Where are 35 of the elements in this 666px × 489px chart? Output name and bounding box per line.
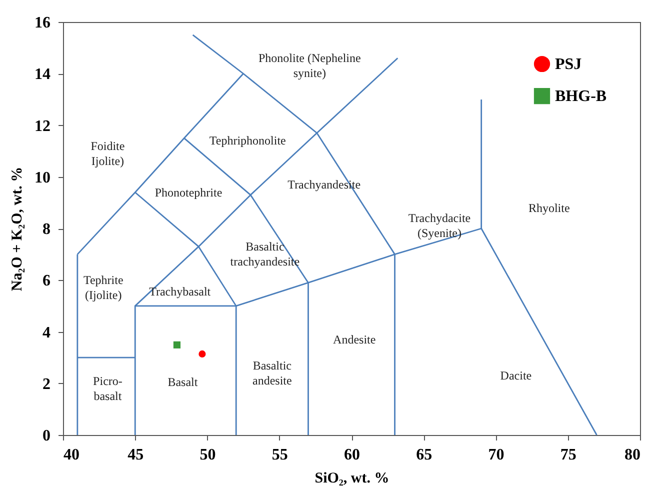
annotation: Trachydacite (Syenite) — [408, 211, 471, 240]
y-tick-label: 14 — [34, 66, 50, 84]
x-tick-label: 50 — [200, 446, 216, 464]
annotation: Rhyolite — [528, 200, 570, 215]
y-axis-title: Na₂O + K₂O, wt. % — [10, 166, 26, 292]
legend-label: BHG-B — [555, 88, 607, 105]
x-tick-label: 75 — [560, 446, 576, 464]
x-tick-label: 65 — [416, 446, 432, 464]
annotation: Trachybasalt — [149, 284, 212, 299]
annotation: Tephriphonolite — [209, 134, 286, 148]
x-tick-label: 45 — [128, 446, 144, 464]
y-tick-label: 6 — [42, 272, 50, 290]
x-tick-label: 60 — [344, 446, 360, 464]
x-tick-label: 55 — [272, 446, 288, 464]
x-tick-label: 80 — [624, 446, 640, 464]
y-tick-label: 2 — [42, 376, 50, 393]
y-tick-label: 10 — [34, 169, 50, 186]
annotation: Andesite — [333, 332, 376, 346]
x-axis-title: SiO₂, wt. % — [314, 470, 390, 486]
x-tick-label: 70 — [488, 446, 504, 464]
y-tick-label: 12 — [34, 118, 50, 135]
y-tick-label: 16 — [34, 14, 50, 32]
legend-label: PSJ — [555, 56, 582, 73]
annotation: Picro- basalt — [93, 374, 122, 403]
annotation: Tephrite (Ijolite) — [83, 273, 124, 302]
annotation: Foidite Ijolite) — [90, 138, 125, 168]
y-tick-label: 8 — [42, 221, 50, 238]
y-tick-label: 0 — [42, 428, 50, 444]
annotation: Basalt — [168, 375, 198, 390]
x-tick-label: 40 — [64, 446, 80, 464]
annotation: Phonotephrite — [154, 185, 222, 200]
annotation: Dacite — [500, 368, 532, 383]
annotation: Basaltic andesite — [252, 358, 292, 388]
y-tick-label: 4 — [42, 324, 50, 342]
annotation: Phonolite (Nepheline synite) — [258, 51, 361, 80]
